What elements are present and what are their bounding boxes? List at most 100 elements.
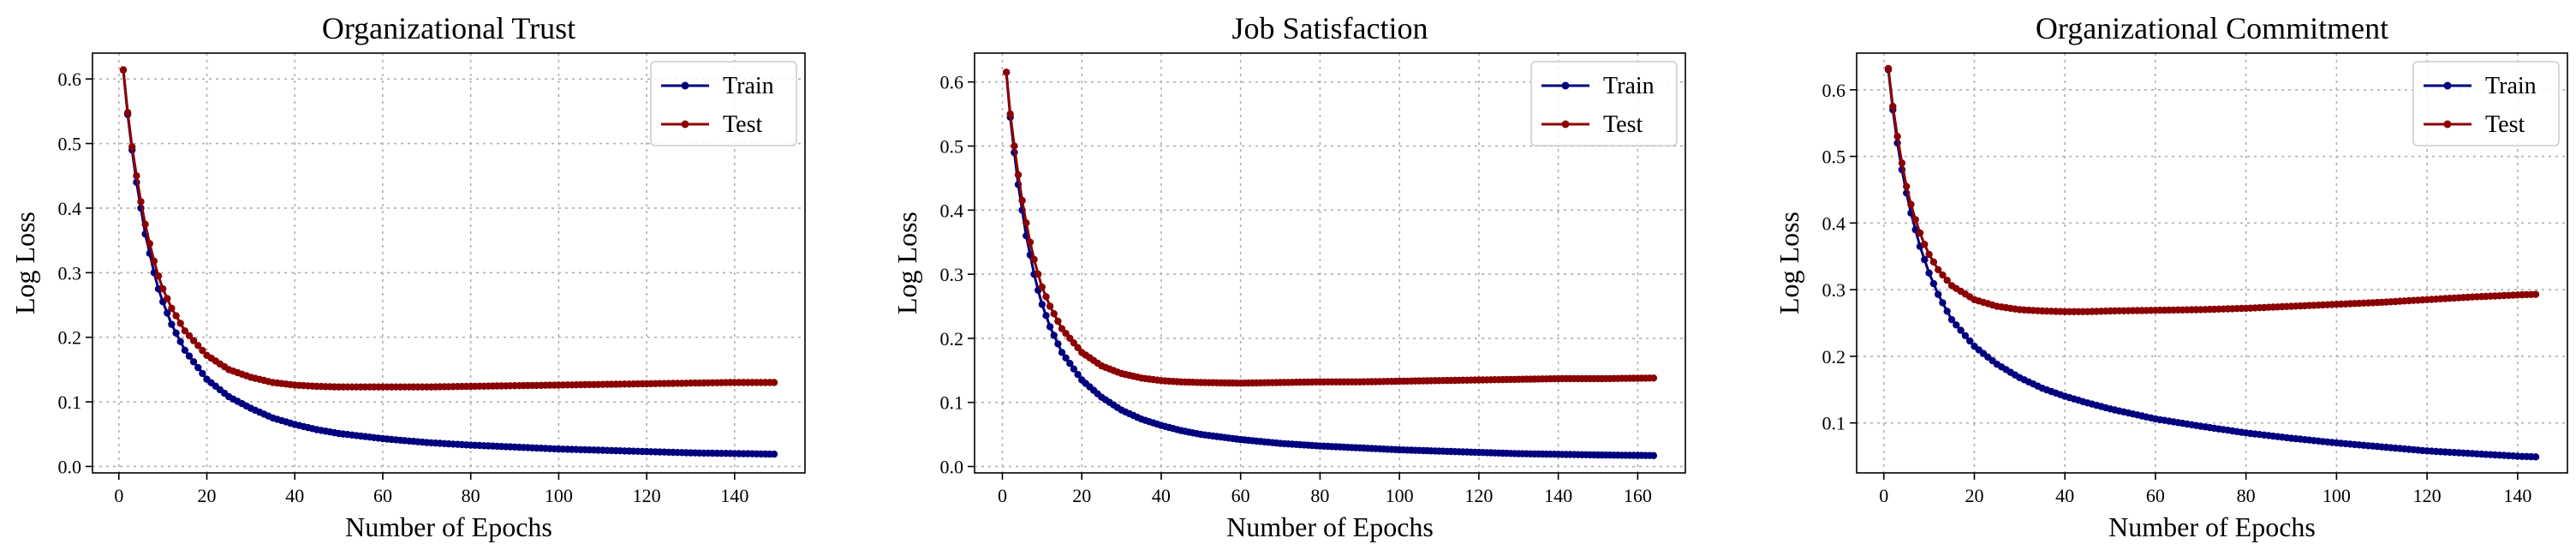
x-tick-label: 0 xyxy=(998,485,1007,506)
legend-marker-test xyxy=(681,120,689,129)
y-tick-label: 0.4 xyxy=(1822,212,1846,234)
x-tick-label: 80 xyxy=(2237,485,2256,506)
y-axis-label: Log Loss xyxy=(9,212,40,314)
legend: Train Test xyxy=(1530,61,1678,146)
data-point xyxy=(1943,308,1951,315)
data-point xyxy=(1649,451,1658,459)
series-markers-train xyxy=(1002,69,1658,459)
data-point xyxy=(1903,182,1911,190)
y-tick-label: 0.2 xyxy=(940,328,964,350)
chart-panel-3: 0 20 40 60 80 100 120 140 0.1 0.2 0.3 0.4 0.5 0.6 Orga… xyxy=(1774,11,2568,542)
data-point xyxy=(1050,310,1058,318)
plot-frame xyxy=(974,52,1686,474)
x-tick-label: 60 xyxy=(2146,485,2165,506)
data-point xyxy=(189,358,198,366)
data-point xyxy=(1023,219,1030,227)
legend: Train Test xyxy=(2412,61,2560,146)
legend-label-test: Test xyxy=(723,111,762,138)
legend-label-train: Train xyxy=(2485,73,2537,99)
data-point xyxy=(1884,64,1893,73)
data-point xyxy=(1649,374,1658,382)
y-tick-label: 0.5 xyxy=(58,134,82,155)
data-point xyxy=(1929,279,1938,288)
x-tick-label: 80 xyxy=(1310,485,1329,506)
data-point xyxy=(137,198,145,206)
x-axis-label: Number of Epochs xyxy=(2108,511,2316,542)
y-tick-label: 0.6 xyxy=(940,72,964,93)
data-point xyxy=(1898,159,1906,167)
x-tick-label: 0 xyxy=(1879,485,1888,506)
data-point xyxy=(1929,258,1938,266)
data-point xyxy=(181,346,189,354)
data-point xyxy=(185,332,194,340)
chart-title: Organizational Commitment xyxy=(2036,11,2388,45)
data-point xyxy=(2531,290,2540,298)
data-point xyxy=(1054,340,1062,348)
y-tick-label: 0.4 xyxy=(940,200,964,221)
data-point xyxy=(1042,293,1050,301)
data-point xyxy=(154,272,163,280)
data-point xyxy=(189,337,198,344)
x-tick-label: 80 xyxy=(462,485,480,506)
y-tick-label: 0.1 xyxy=(1822,413,1846,434)
x-tick-label: 140 xyxy=(720,485,748,506)
x-tick-label: 40 xyxy=(285,485,304,506)
data-point xyxy=(164,295,171,302)
data-point xyxy=(168,320,176,328)
y-tick-label: 0.1 xyxy=(58,392,82,413)
x-tick-label: 40 xyxy=(2055,485,2074,506)
data-point xyxy=(1006,110,1014,118)
legend-label-train: Train xyxy=(723,73,774,99)
data-point xyxy=(1953,321,1960,329)
legend-label-test: Test xyxy=(2485,111,2525,138)
data-point xyxy=(1066,360,1074,368)
data-point xyxy=(1961,332,1970,339)
data-point xyxy=(1074,344,1082,351)
data-point xyxy=(1002,69,1011,76)
data-point xyxy=(172,312,180,320)
data-point xyxy=(1939,299,1947,307)
data-point xyxy=(1011,142,1018,150)
data-point xyxy=(176,338,184,345)
data-point xyxy=(133,172,140,180)
x-tick-label: 140 xyxy=(2503,485,2531,506)
x-tick-label: 160 xyxy=(1624,485,1652,506)
data-point xyxy=(1026,238,1035,246)
legend-label-test: Test xyxy=(1603,111,1643,138)
chart-title: Job Satisfaction xyxy=(1232,11,1428,45)
data-point xyxy=(199,369,206,378)
data-point xyxy=(1925,269,1933,277)
data-point xyxy=(1042,312,1050,320)
data-point xyxy=(1030,255,1038,264)
data-point xyxy=(176,320,184,327)
chart-title: Organizational Trust xyxy=(322,11,575,45)
data-point xyxy=(1062,354,1070,362)
data-point xyxy=(1957,326,1965,334)
data-point xyxy=(1066,334,1074,342)
data-point xyxy=(1966,337,1974,345)
legend: Train Test xyxy=(650,61,797,146)
data-point xyxy=(1050,332,1058,339)
data-point xyxy=(1921,241,1929,248)
data-point xyxy=(168,304,176,312)
chart-panel-1: 0 20 40 60 80 100 120 140 0.0 0.1 0.2 0.3 0.4 0.5 0.6 O… xyxy=(9,11,806,542)
series-markers-test xyxy=(1002,69,1658,387)
x-axis-label: Number of Epochs xyxy=(1226,511,1434,542)
data-point xyxy=(1947,315,1956,324)
data-point xyxy=(770,379,778,386)
x-tick-label: 20 xyxy=(1965,485,1983,506)
y-tick-label: 0.4 xyxy=(58,198,82,219)
data-point xyxy=(1074,370,1082,379)
x-tick-label: 40 xyxy=(1152,485,1171,506)
data-point xyxy=(141,220,149,228)
data-point xyxy=(1038,301,1046,308)
legend-marker-test xyxy=(1561,120,1570,129)
data-point xyxy=(1916,229,1924,237)
x-tick-label: 120 xyxy=(2413,485,2442,506)
data-point xyxy=(1935,290,1942,298)
x-tick-label: 140 xyxy=(1544,485,1572,506)
data-point xyxy=(1014,170,1023,179)
y-tick-label: 0.2 xyxy=(1822,346,1846,368)
data-point xyxy=(1070,365,1078,373)
